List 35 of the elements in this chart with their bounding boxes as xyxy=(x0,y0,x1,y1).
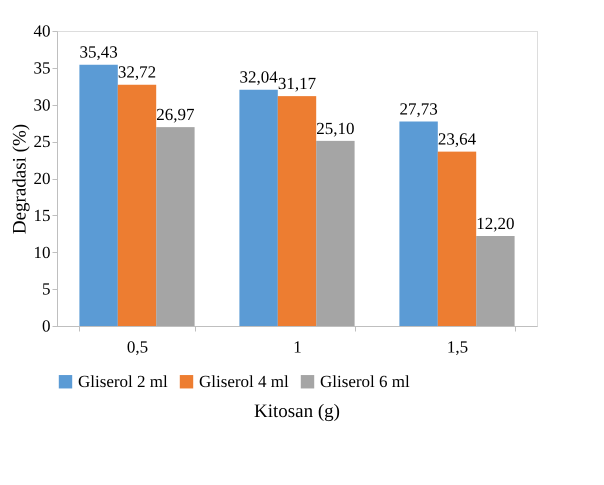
y-tick-label: 25 xyxy=(34,132,50,152)
y-tick-label: 15 xyxy=(34,206,50,225)
x-axis-title: Kitosan (g) xyxy=(254,401,340,422)
data-label: 27,73 xyxy=(399,99,438,118)
legend-label: Gliserol 6 ml xyxy=(320,372,410,391)
y-tick-label: 30 xyxy=(34,95,50,114)
data-label: 32,72 xyxy=(118,62,156,82)
data-label: 12,20 xyxy=(476,214,515,234)
x-tick-label: 1,5 xyxy=(446,338,468,356)
x-tick-label: 0,5 xyxy=(126,338,148,356)
y-tick-label: 35 xyxy=(34,58,50,78)
y-tick-label: 10 xyxy=(34,242,50,262)
y-axis-title: Degradasi (%) xyxy=(10,124,30,234)
bar xyxy=(79,64,118,326)
bar xyxy=(316,140,355,326)
data-label: 35,43 xyxy=(79,42,118,62)
y-tick-label: 5 xyxy=(42,280,50,299)
bar xyxy=(278,96,316,326)
legend-label: Gliserol 2 ml xyxy=(78,372,168,391)
bar xyxy=(399,121,438,326)
data-label: 32,04 xyxy=(239,68,278,87)
y-tick-label: 40 xyxy=(34,22,50,40)
data-label: 26,97 xyxy=(156,105,196,124)
legend-label: Gliserol 4 ml xyxy=(199,372,289,391)
bar xyxy=(118,84,156,326)
data-label: 31,17 xyxy=(278,74,317,94)
y-tick-label: 20 xyxy=(34,169,50,188)
bar xyxy=(476,236,515,326)
bar xyxy=(239,90,278,326)
x-tick-label: 1 xyxy=(293,338,302,356)
bar xyxy=(438,152,476,326)
data-label: 25,10 xyxy=(316,118,355,138)
data-label: 23,64 xyxy=(438,130,477,149)
y-tick-label: 0 xyxy=(42,316,50,336)
bar xyxy=(156,127,195,326)
